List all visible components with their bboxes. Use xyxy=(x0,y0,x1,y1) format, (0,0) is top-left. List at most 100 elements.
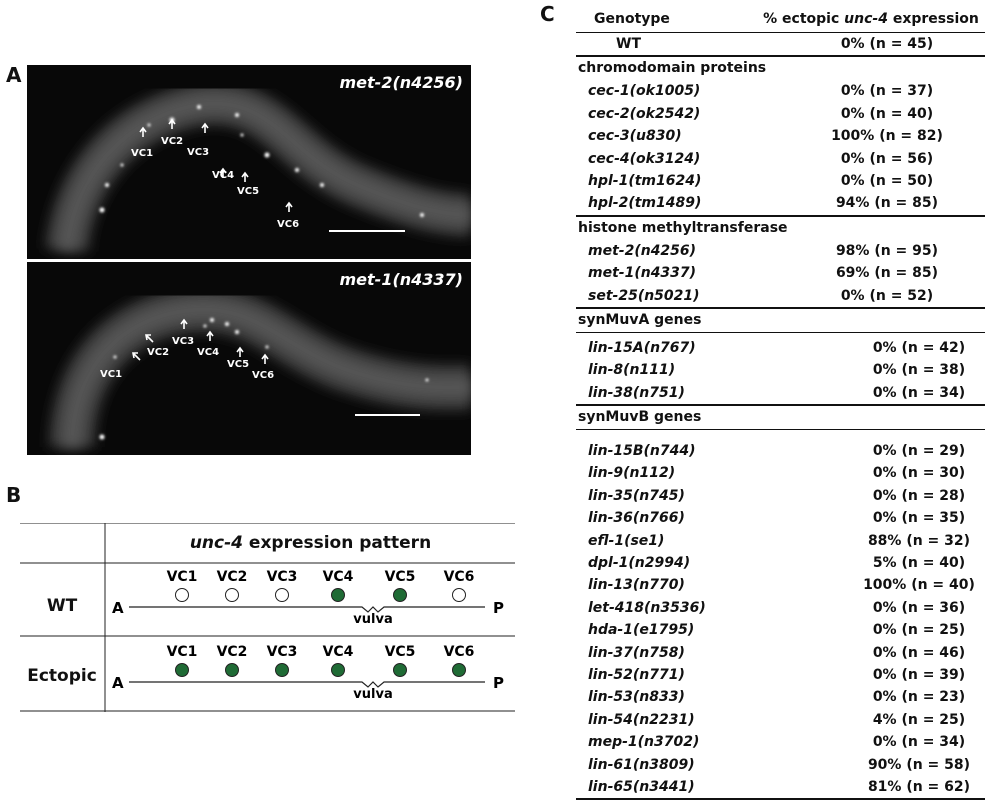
cell-marker-vc6-expressing xyxy=(452,663,466,677)
genotype-cell: lin-65(n3441) xyxy=(588,778,695,795)
table-row: lin-53(n833) 0% (n = 23) xyxy=(576,686,985,708)
caption-met-2: met-2(n4256) xyxy=(339,73,464,92)
schematic-grid xyxy=(20,523,515,712)
table-row: lin-61(n3809) 90% (n = 58) xyxy=(576,754,985,776)
section-title: histone methyltransferase xyxy=(578,219,788,236)
value-cell: 69% (n = 85) xyxy=(835,265,939,282)
section-divider xyxy=(576,404,985,407)
section-title: chromodomain proteins xyxy=(578,60,767,77)
cell-label-vc5: VC5 xyxy=(385,644,416,660)
table-row: lin-15B(n744) 0% (n = 29) xyxy=(576,440,985,462)
table-row: lin-65(n3441) 81% (n = 62) xyxy=(576,776,985,798)
table-row: cec-4(ok3124) 0% (n = 56) xyxy=(576,148,985,170)
cell-label-vc3: VC3 xyxy=(172,336,194,347)
table-row: hpl-2(tm1489) 94% (n = 85) xyxy=(576,192,985,214)
cell-label-vc2: VC2 xyxy=(217,569,248,585)
value-cell: 88% (n = 32) xyxy=(867,532,971,549)
genotype-cell: lin-61(n3809) xyxy=(588,756,695,773)
section-rule xyxy=(576,331,985,333)
panel-label-a: A xyxy=(6,63,22,87)
schematic-header-text: expression pattern xyxy=(243,533,432,553)
table-row: let-418(n3536) 0% (n = 36) xyxy=(576,597,985,619)
value-cell: 0% (n = 35) xyxy=(872,510,966,527)
value-cell: 100% (n = 82) xyxy=(831,128,943,145)
value-cell: 0% (n = 34) xyxy=(872,734,966,751)
value-cell: 0% (n = 56) xyxy=(840,150,934,167)
section-title: synMuvB genes xyxy=(578,409,702,426)
cell-label-vc6: VC6 xyxy=(444,569,475,585)
cell-marker-vc6-non-expressing xyxy=(452,588,466,602)
section-divider xyxy=(576,55,985,58)
table-bottom-rule xyxy=(576,798,985,800)
value-cell: 0% (n = 52) xyxy=(840,287,934,304)
table-row: hpl-1(tm1624) 0% (n = 50) xyxy=(576,170,985,192)
section-divider xyxy=(576,214,985,217)
cell-marker-vc5-expressing xyxy=(393,588,407,602)
anterior-label: A xyxy=(112,599,124,617)
cell-label-vc5: VC5 xyxy=(227,359,249,370)
ectopic-expression-table: Genotype % ectopic unc-4 expression WT 0… xyxy=(576,8,985,800)
table-body: chromodomain proteins cec-1(ok1005) 0% (n … xyxy=(576,55,985,798)
value-cell: 4% (n = 25) xyxy=(872,711,966,728)
table-row: met-1(n4337) 69% (n = 85) xyxy=(576,262,985,284)
value-cell: 0% (n = 40) xyxy=(840,105,934,122)
schematic-header: unc-4 expression pattern xyxy=(106,533,515,553)
value-cell: 0% (n = 36) xyxy=(872,599,966,616)
cell-marker-vc2-expressing xyxy=(225,663,239,677)
panel-label-c: C xyxy=(540,2,555,26)
genotype-cell: mep-1(n3702) xyxy=(588,734,700,751)
value-cell: 0% (n = 38) xyxy=(872,362,966,379)
cell-label-vc1: VC1 xyxy=(167,644,198,660)
table-row: lin-15A(n767) 0% (n = 42) xyxy=(576,337,985,359)
genotype-cell: lin-36(n766) xyxy=(588,510,685,527)
cell-label-vc6: VC6 xyxy=(252,370,274,381)
table-row: lin-8(n111) 0% (n = 38) xyxy=(576,359,985,381)
section-header: histone methyltransferase xyxy=(576,217,985,240)
genotype-cell: lin-38(n751) xyxy=(588,384,685,401)
cell-marker-vc1-expressing xyxy=(175,663,189,677)
micrograph-met-2: VC1 VC2 VC3 VC4 VC5 VC6 met-2(n4256) xyxy=(27,65,471,259)
body-axis-line xyxy=(129,606,485,613)
table-row: efl-1(se1) 88% (n = 32) xyxy=(576,530,985,552)
section-divider xyxy=(576,306,985,309)
table-row: lin-9(n112) 0% (n = 30) xyxy=(576,462,985,484)
value-cell: 0% (n = 46) xyxy=(872,644,966,661)
table-row: hda-1(e1795) 0% (n = 25) xyxy=(576,619,985,641)
value-cell: 0% (n = 30) xyxy=(872,465,966,482)
section-header: chromodomain proteins xyxy=(576,57,985,80)
cell-label-vc3: VC3 xyxy=(187,147,209,158)
value-cell: 94% (n = 85) xyxy=(835,195,939,212)
table-row: cec-1(ok1005) 0% (n = 37) xyxy=(576,80,985,102)
table-row: dpl-1(n2994) 5% (n = 40) xyxy=(576,552,985,574)
genotype-cell: lin-54(n2231) xyxy=(588,711,695,728)
table-divider xyxy=(576,32,985,33)
cell-label-vc4: VC4 xyxy=(197,347,219,358)
anterior-label: A xyxy=(112,674,124,692)
posterior-label: P xyxy=(493,599,504,617)
value-cell: 5% (n = 40) xyxy=(872,555,966,572)
value-cell: 0% (n = 34) xyxy=(872,384,966,401)
genotype-cell: efl-1(se1) xyxy=(588,532,665,549)
genotype-cell: lin-8(n111) xyxy=(588,362,676,379)
genotype-cell: cec-3(u830) xyxy=(588,128,682,145)
genotype-cell: dpl-1(n2994) xyxy=(588,555,691,572)
value-cell: 81% (n = 62) xyxy=(867,778,971,795)
posterior-label: P xyxy=(493,674,504,692)
value-cell: 90% (n = 58) xyxy=(867,756,971,773)
table-row: lin-37(n758) 0% (n = 46) xyxy=(576,642,985,664)
table-header-row: Genotype % ectopic unc-4 expression xyxy=(576,8,985,32)
genotype-cell: hpl-1(tm1624) xyxy=(588,172,702,189)
cell-label-vc6: VC6 xyxy=(444,644,475,660)
value-cell: 0% (n = 39) xyxy=(872,666,966,683)
cell-label-vc2: VC2 xyxy=(161,136,183,147)
header-post: expression xyxy=(887,11,979,27)
header-pre: % ectopic xyxy=(763,11,845,27)
genotype-cell: lin-13(n770) xyxy=(588,577,685,594)
cell-label-vc1: VC1 xyxy=(100,369,122,380)
cell-label-vc1: VC1 xyxy=(131,148,153,159)
table-row: lin-54(n2231) 4% (n = 25) xyxy=(576,709,985,731)
